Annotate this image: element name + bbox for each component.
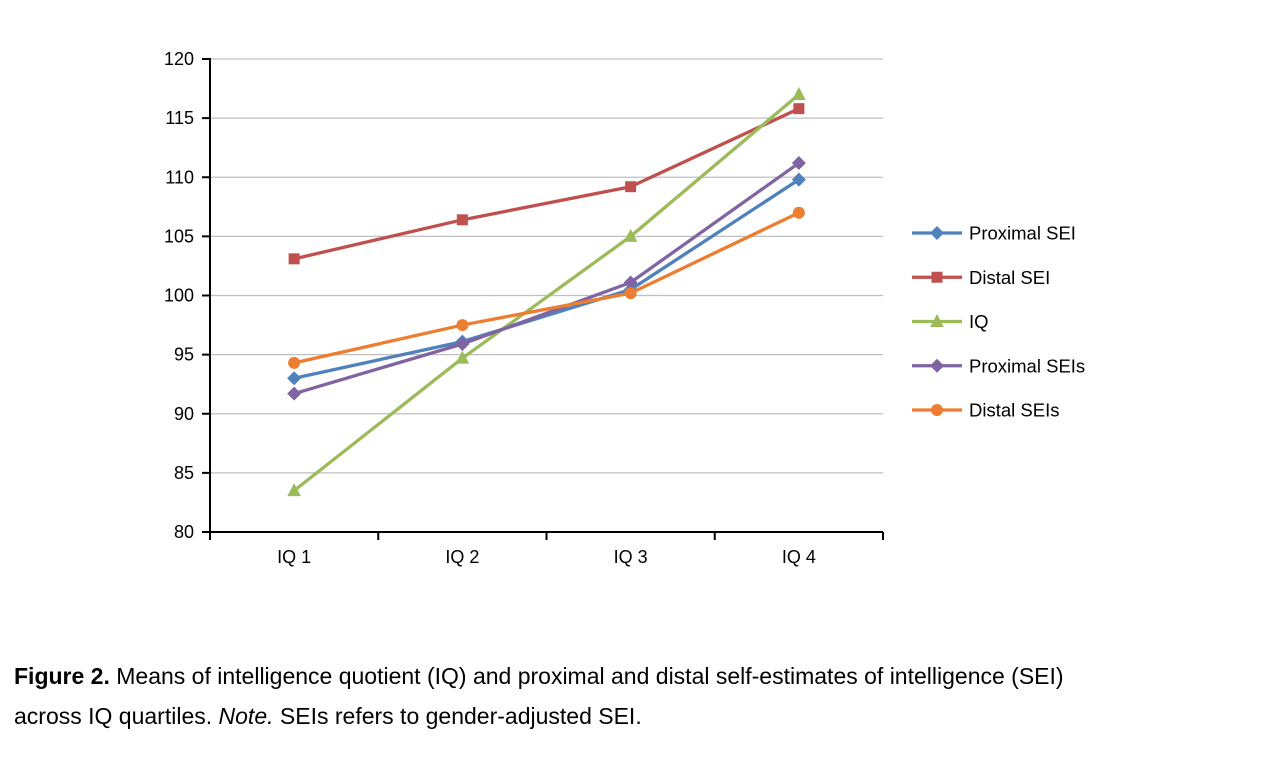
caption-line-1: Figure 2. Means of intelligence quotient… xyxy=(14,656,1270,696)
caption-body: Means of intelligence quotient (IQ) and … xyxy=(109,663,1064,689)
diamond-marker-icon xyxy=(287,386,302,401)
circle-marker-icon xyxy=(288,356,301,369)
legend-item: Distal SEIs xyxy=(912,400,1059,421)
circle-marker-icon xyxy=(931,404,943,416)
note-body: SEIs refers to gender-adjusted SEI. xyxy=(273,703,642,730)
y-tick-label: 95 xyxy=(174,345,194,365)
legend-label: Proximal SEI xyxy=(969,223,1076,244)
figure-label: Figure 2. xyxy=(14,663,110,689)
y-tick-label: 100 xyxy=(164,286,194,306)
triangle-marker-icon xyxy=(792,86,806,100)
legend-item: IQ xyxy=(912,311,989,332)
circle-marker-icon xyxy=(792,206,805,219)
x-axis-labels: IQ 1 IQ 2 IQ 3 IQ 4 xyxy=(277,547,816,567)
diamond-marker-icon xyxy=(791,156,806,171)
square-marker-icon xyxy=(793,103,805,115)
legend-label: IQ xyxy=(969,311,989,332)
y-tick-label: 105 xyxy=(164,226,194,246)
series-proximal-seis xyxy=(287,156,806,401)
square-marker-icon xyxy=(456,214,468,226)
series-line xyxy=(292,211,801,365)
square-marker-icon xyxy=(288,253,300,265)
note-label: Note. xyxy=(218,703,274,730)
series-line xyxy=(292,161,801,396)
figure-caption: Figure 2. Means of intelligence quotient… xyxy=(14,656,1270,736)
series-line xyxy=(292,107,801,261)
gridlines xyxy=(210,58,883,474)
y-tick-label: 120 xyxy=(164,49,194,69)
caption-body-2: across IQ quartiles. xyxy=(14,703,219,730)
triangle-marker-icon xyxy=(455,350,470,364)
legend-item: Distal SEI xyxy=(912,267,1050,288)
y-tick-label: 115 xyxy=(165,108,194,128)
triangle-marker-icon xyxy=(287,483,301,497)
x-tick-label: IQ 3 xyxy=(614,547,648,567)
x-tick-label: IQ 1 xyxy=(277,547,311,567)
diamond-marker-icon xyxy=(930,358,944,373)
line-chart: 80 85 90 95 100 105 110 115 120 IQ 1 IQ 2 IQ 3 IQ 4 P… xyxy=(164,49,1085,567)
series-iq xyxy=(287,86,806,497)
x-tick-label: IQ 4 xyxy=(782,547,816,567)
y-axis-labels: 80 85 90 95 100 105 110 115 120 xyxy=(164,49,194,542)
series-distal-seis xyxy=(288,206,805,369)
y-tick-label: 80 xyxy=(174,522,194,542)
diamond-marker-icon xyxy=(287,371,302,386)
square-marker-icon xyxy=(625,181,637,193)
y-tick-label: 90 xyxy=(174,404,194,424)
y-tick-label: 110 xyxy=(165,167,194,187)
legend-item: Proximal SEIs xyxy=(912,355,1085,376)
series-distal-sei xyxy=(288,103,805,265)
diamond-marker-icon xyxy=(791,172,806,187)
legend-item: Proximal SEI xyxy=(912,223,1076,244)
series-line xyxy=(292,177,801,380)
y-tick-label: 85 xyxy=(174,463,194,483)
circle-marker-icon xyxy=(456,319,469,332)
diamond-marker-icon xyxy=(930,226,944,240)
square-marker-icon xyxy=(931,271,943,283)
legend-label: Proximal SEIs xyxy=(969,355,1085,376)
triangle-marker-icon xyxy=(623,228,638,242)
diamond-marker-icon xyxy=(623,275,638,290)
triangle-marker-icon xyxy=(930,314,944,327)
legend: Proximal SEI Distal SEI IQ Proximal SEIs Dis… xyxy=(912,223,1085,421)
axes xyxy=(202,58,884,540)
legend-label: Distal SEI xyxy=(969,267,1050,288)
series-line xyxy=(292,92,801,493)
circle-marker-icon xyxy=(624,287,637,300)
diamond-marker-icon xyxy=(455,336,470,351)
x-tick-label: IQ 2 xyxy=(445,547,479,567)
caption-line-2: across IQ quartiles. Note. SEIs refers t… xyxy=(14,696,1270,736)
legend-label: Distal SEIs xyxy=(969,400,1059,421)
